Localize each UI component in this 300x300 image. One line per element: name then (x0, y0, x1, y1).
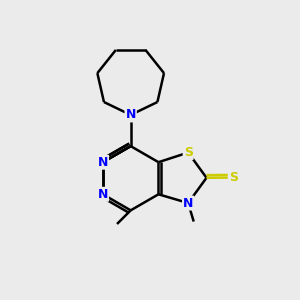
Text: N: N (98, 156, 108, 169)
Text: N: N (183, 196, 193, 209)
Text: N: N (98, 188, 108, 201)
Text: S: S (229, 171, 238, 184)
Text: N: N (125, 108, 136, 122)
Text: S: S (184, 146, 193, 159)
